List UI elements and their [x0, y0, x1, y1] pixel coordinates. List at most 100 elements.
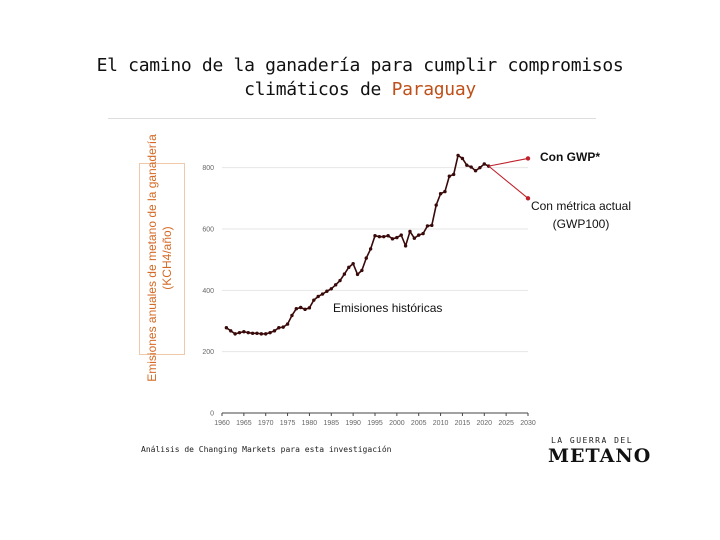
annotation-gwp100-line2: (GWP100): [553, 217, 610, 231]
historical-point: [417, 233, 421, 237]
gridlines: [222, 167, 528, 353]
y-tick-label: 0: [210, 411, 214, 418]
historical-point: [325, 289, 329, 293]
historical-point: [242, 330, 246, 334]
x-tick-label: 1995: [367, 420, 383, 427]
chart-title-line2-prefix: climáticos de: [244, 79, 392, 100]
x-tick-label: 2025: [498, 420, 514, 427]
logo-top-text: LA GUERRA DEL: [550, 436, 634, 445]
annotation-gwp-star: Con GWP*: [540, 150, 600, 164]
title-divider: [108, 118, 596, 119]
x-tick-label: 1960: [214, 420, 230, 427]
historical-point: [382, 234, 386, 239]
historical-point: [347, 265, 351, 270]
chart-title-country: Paraguay: [391, 79, 477, 100]
historical-point: [294, 307, 299, 311]
source-note: Análisis de Changing Markets para esta i…: [141, 445, 392, 454]
historical-point: [264, 332, 268, 336]
historical-point: [224, 326, 229, 330]
historical-point: [272, 329, 277, 333]
projection-line-gwp-star: [488, 157, 529, 167]
historical-point: [395, 235, 399, 240]
historical-point: [250, 331, 255, 335]
x-tick-label: 2020: [476, 420, 492, 427]
historical-point: [329, 287, 333, 291]
chart-title-line1: El camino de la ganadería para cumplir c…: [96, 55, 624, 76]
historical-point: [408, 229, 412, 234]
historical-point: [412, 236, 417, 240]
projection-end-point-gwp100: [525, 196, 531, 201]
historical-point: [456, 153, 460, 158]
historical-point: [320, 292, 325, 296]
historical-point: [316, 294, 320, 299]
historical-point: [460, 156, 465, 161]
historical-point: [277, 326, 281, 330]
historical-point: [303, 307, 307, 312]
historical-point: [443, 189, 447, 194]
historical-point: [425, 224, 430, 228]
y-tick-label: 600: [202, 227, 214, 234]
historical-point: [403, 244, 408, 248]
historical-point: [451, 172, 456, 177]
historical-point: [377, 234, 382, 239]
x-tick-label: 2005: [411, 420, 427, 427]
x-tick-label: 2030: [520, 420, 536, 427]
logo: LA GUERRA DEL METANO: [548, 436, 652, 467]
historical-point: [373, 234, 377, 238]
axes: 0 200 400 600 800 1960 1965 1970 1975 1980 1985 199…: [202, 165, 536, 427]
historical-point: [482, 162, 486, 166]
historical-point: [469, 165, 473, 169]
historical-point: [364, 256, 368, 260]
y-axis-label-frame: [139, 163, 185, 355]
historical-point: [259, 332, 264, 336]
historical-point: [333, 283, 338, 287]
y-tick-label: 400: [202, 288, 214, 295]
historical-point: [478, 165, 482, 170]
x-tick-label: 2015: [455, 420, 471, 427]
historical-point: [447, 174, 452, 178]
chart-title-line2: climáticos de Paraguay: [0, 78, 720, 102]
historical-point: [473, 169, 478, 173]
historical-point: [312, 298, 316, 302]
annotation-gwp-star-text: Con GWP: [540, 150, 595, 164]
historical-point: [355, 272, 360, 277]
x-tick-label: 2000: [389, 420, 405, 427]
historical-point: [237, 330, 242, 335]
historical-point: [268, 330, 272, 335]
chart-title: El camino de la ganadería para cumplir c…: [0, 54, 720, 102]
historical-point: [298, 305, 303, 310]
y-tick-label: 200: [202, 349, 214, 356]
y-tick-label: 800: [202, 165, 214, 172]
x-tick-label: 1990: [345, 420, 361, 427]
series: [224, 153, 531, 336]
historical-point: [399, 233, 403, 237]
historical-point: [390, 237, 395, 241]
historical-point: [233, 332, 237, 336]
historical-point: [342, 272, 347, 276]
historical-point: [386, 234, 390, 238]
historical-point: [281, 325, 285, 329]
historical-point: [434, 203, 438, 207]
annotation-gwp100-line1: Con métrica actual: [531, 199, 631, 213]
historical-point: [421, 231, 425, 236]
x-tick-label: 2010: [433, 420, 449, 427]
projection-end-point-gwp-star: [525, 156, 531, 161]
annotations: Emisiones históricas Con GWP* Con métric…: [333, 150, 631, 315]
historical-point: [255, 331, 259, 335]
historical-point: [360, 268, 364, 273]
historical-point: [351, 261, 355, 266]
projection-line-gwp100: [488, 165, 529, 199]
historical-point: [307, 306, 312, 310]
historical-point: [285, 322, 290, 326]
historical-point: [368, 247, 373, 251]
x-tick-label: 1965: [236, 420, 252, 427]
logo-main-text: METANO: [548, 445, 652, 467]
historical-point: [229, 329, 233, 333]
historical-point: [290, 313, 294, 318]
historical-point: [338, 278, 342, 283]
x-tick-label: 1970: [258, 420, 274, 427]
x-tick-label: 1980: [302, 420, 318, 427]
historical-point: [430, 223, 434, 228]
annotation-gwp-star-mark: *: [595, 150, 600, 164]
